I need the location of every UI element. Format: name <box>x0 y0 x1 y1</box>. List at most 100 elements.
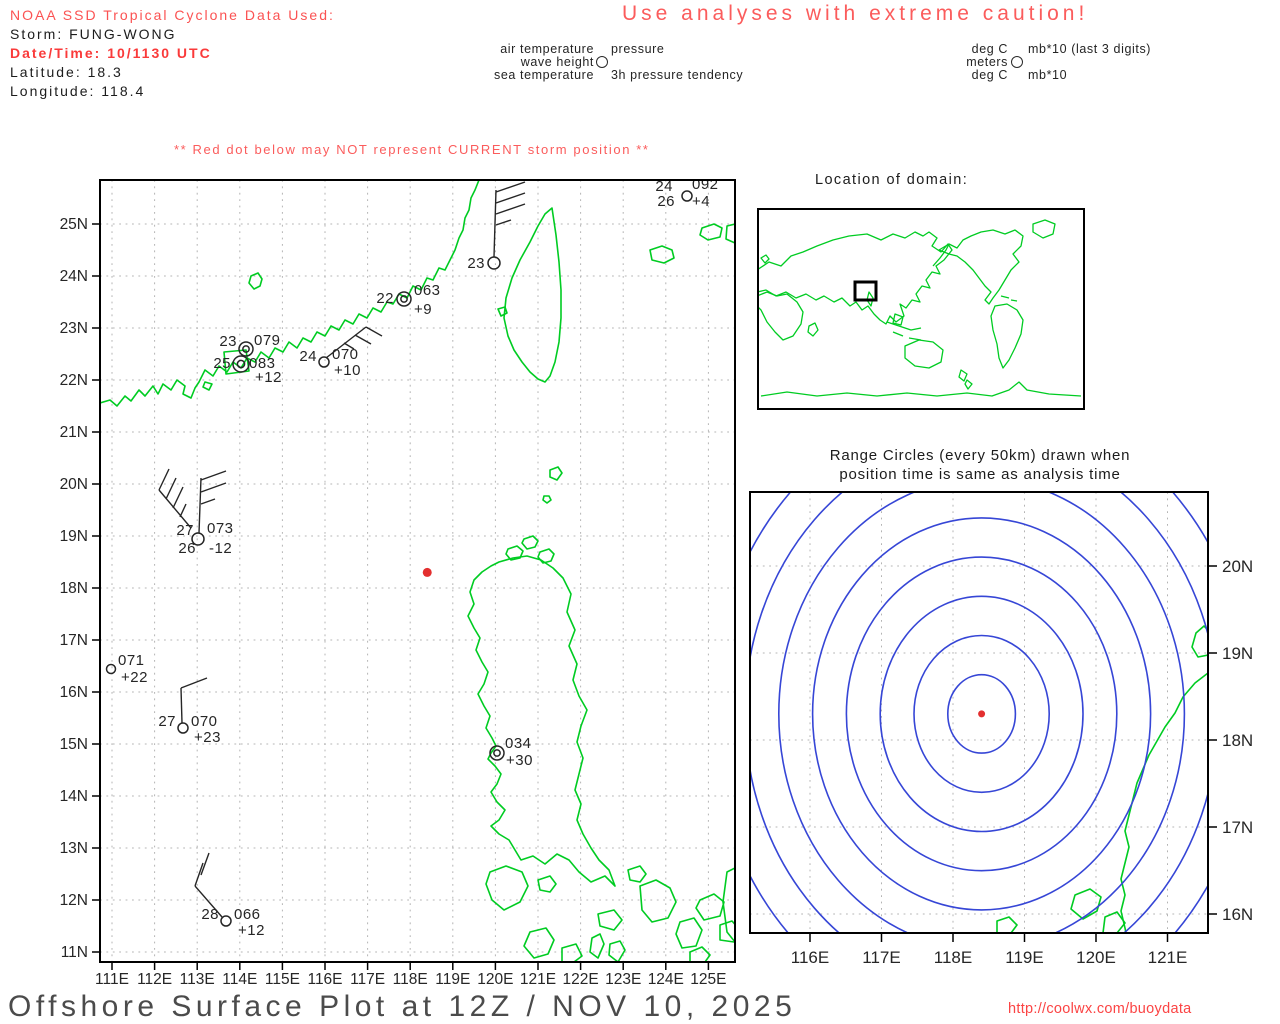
range-ring <box>913 634 1050 794</box>
lon-axis-label: 111E <box>95 971 129 988</box>
world-coastline-path <box>892 313 904 326</box>
coastline-path <box>699 223 723 241</box>
lon-axis-label: 114E <box>222 971 257 988</box>
red-dot-disclaimer: ** Red dot below may NOT represent CURRE… <box>174 142 650 157</box>
wind-barb <box>194 862 204 887</box>
lat-axis-label: 25N <box>60 216 88 233</box>
station-value: +12 <box>238 922 265 939</box>
lat-axis-label: 13N <box>60 840 88 857</box>
range-ring <box>811 517 1152 911</box>
world-coastline-path <box>886 321 922 331</box>
coastline-path <box>1120 672 1208 933</box>
station-value: 27 <box>176 522 194 539</box>
coastline-path <box>589 933 605 959</box>
station-value: 070 <box>191 713 218 730</box>
station-value: 083 <box>249 355 276 372</box>
storm-datetime-line: Date/Time: 10/1130 UTC <box>10 45 212 61</box>
lon-axis-label: 119E <box>435 971 470 988</box>
wind-barb <box>495 203 526 215</box>
station-value: -12 <box>209 540 232 557</box>
coastline-path <box>1070 888 1102 920</box>
station-value: 23 <box>467 255 485 272</box>
coastline-path <box>542 495 552 504</box>
station-22-063: 22 063 +9 <box>376 282 440 318</box>
coastline-path <box>485 865 529 911</box>
coastline-path <box>996 916 1018 933</box>
coastline-path <box>561 943 583 962</box>
coastline-path <box>608 940 626 962</box>
station-value: 26 <box>657 193 675 210</box>
lon-axis-label: 117E <box>350 971 385 988</box>
world-coastline-path <box>760 254 770 264</box>
station-value: +30 <box>506 752 533 769</box>
wind-barb <box>495 219 512 226</box>
coastline-path <box>497 306 508 317</box>
world-coastline-path <box>866 291 874 307</box>
lon-axis-label: 121E <box>1148 948 1188 967</box>
wind-barb <box>354 334 372 345</box>
station-value: 092 <box>692 176 719 193</box>
range-title-line2: position time is same as analysis time <box>839 466 1121 483</box>
lon-axis-label: 117E <box>862 948 900 967</box>
station-034: 034+30 <box>489 735 533 769</box>
wind-barb <box>495 181 526 193</box>
lat-axis-label: 23N <box>60 320 88 337</box>
range-rings <box>750 492 1208 933</box>
station-circle <box>238 341 254 357</box>
range-ring <box>947 673 1017 754</box>
wind-barb <box>179 503 187 518</box>
station-circle-icon <box>1011 56 1023 68</box>
world-coastline-path <box>1000 295 1010 299</box>
lon-axis-label: 125E <box>690 971 726 988</box>
coastline-path <box>689 946 711 962</box>
coastline-path <box>675 917 703 949</box>
world-coastline-path <box>1010 299 1018 302</box>
station-circle <box>232 355 250 373</box>
legend-unit-mb-last3: mb*10 (last 3 digits) <box>1028 42 1152 56</box>
coastline-path <box>521 535 539 550</box>
range-title-line1: Range Circles (every 50km) drawn when <box>829 447 1131 464</box>
station-circle <box>191 532 205 546</box>
wind-barb <box>200 498 216 505</box>
lon-axis-label: 122E <box>562 971 598 988</box>
wind-barb <box>180 687 183 724</box>
wind-barb <box>165 477 177 500</box>
station-inner-circle <box>493 749 501 757</box>
lat-axis-label: 14N <box>60 788 88 805</box>
range-ring <box>750 492 1208 933</box>
legend-unit-degc-sea: deg C <box>971 68 1008 82</box>
station-value: 23 <box>219 333 237 350</box>
world-coastline-path <box>1032 219 1056 239</box>
main-map-border <box>99 179 736 963</box>
station-cluster-a: 23 079 <box>219 332 280 357</box>
lat-axis-label: 17N <box>1222 818 1253 837</box>
lon-axis-label: 112E <box>137 971 172 988</box>
station-value: 27 <box>158 713 176 730</box>
lat-axis-label: 20N <box>60 476 88 493</box>
world-coastline-path <box>958 369 968 382</box>
world-coastlines <box>758 219 1082 397</box>
station-circle <box>220 915 232 927</box>
lat-axis-label: 18N <box>1222 731 1253 750</box>
lat-axis-label: 15N <box>60 736 88 753</box>
legend-unit-meters: meters <box>966 55 1008 69</box>
lon-axis-label: 116E <box>791 948 829 967</box>
wind-barb <box>200 482 227 493</box>
wind-barb <box>495 192 526 204</box>
coastline-path <box>467 555 616 887</box>
wind-barb <box>200 852 210 876</box>
coastline-path <box>503 207 562 383</box>
storm-name-line: Storm: FUNG-WONG <box>10 26 177 42</box>
lon-axis-label: 120E <box>1076 948 1116 967</box>
legend-air-temperature: air temperature <box>500 42 594 56</box>
legend-unit-degc-air: deg C <box>971 42 1008 56</box>
coastline-path <box>719 920 735 943</box>
range-ring <box>778 492 1186 933</box>
plot-main-title: Offshore Surface Plot at 12Z / NOV 10, 2… <box>8 990 797 1023</box>
lat-axis-label: 19N <box>60 528 88 545</box>
station-strait-barb: 23 <box>467 181 526 272</box>
lat-axis-label: 12N <box>60 892 88 909</box>
station-value: 25 <box>213 355 231 372</box>
storm-info-header: NOAA SSD Tropical Cyclone Data Used: Sto… <box>10 6 335 101</box>
storm-longitude-line: Longitude: 118.4 <box>10 83 146 99</box>
